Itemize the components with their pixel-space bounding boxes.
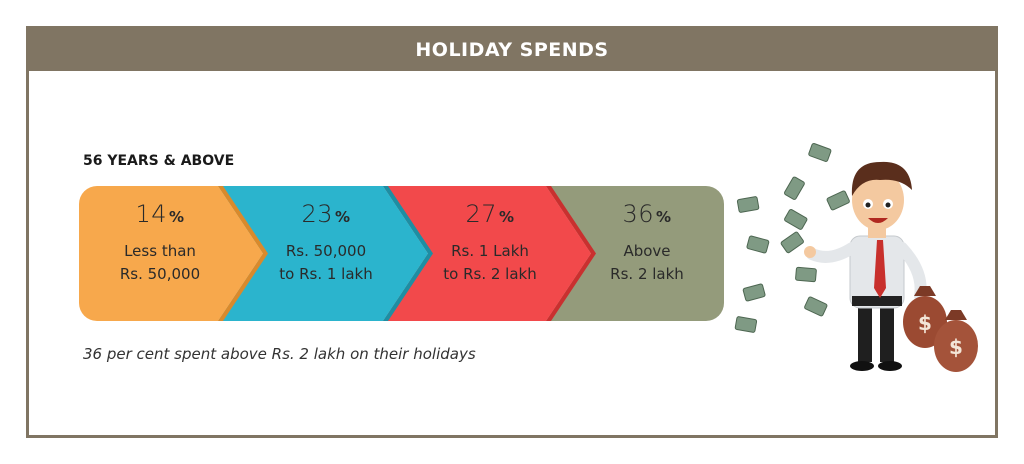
segment-percent: 23% [256, 200, 396, 228]
range-line-1: Less than [124, 242, 196, 260]
segment-label-2: 23% Rs. 50,000 to Rs. 1 lakh [256, 200, 396, 286]
percent-symbol: % [169, 208, 185, 226]
segment-range-label: Less than Rs. 50,000 [90, 240, 230, 286]
range-line-1: Rs. 50,000 [285, 242, 367, 260]
bar-segment-4 [546, 186, 724, 321]
percent-symbol: % [656, 208, 672, 226]
range-line-1: Rs. 1 Lakh [451, 242, 529, 260]
segment-label-3: 27% Rs. 1 Lakh to Rs. 2 lakh [420, 200, 560, 286]
segment-range-label: Rs. 50,000 to Rs. 1 lakh [256, 240, 396, 286]
percent-symbol: % [499, 208, 515, 226]
segment-percent: 27% [420, 200, 560, 228]
bar-segment-3 [383, 186, 591, 321]
segment-label-1: 14% Less than Rs. 50,000 [90, 200, 230, 286]
svg-text:$: $ [949, 335, 963, 359]
percent-value: 14 [135, 200, 167, 228]
money-bag-icon: $ $ [903, 286, 978, 372]
segment-range-label: Above Rs. 2 lakh [577, 240, 717, 286]
percent-value: 36 [622, 200, 654, 228]
percent-value: 23 [301, 200, 333, 228]
businessman-illustration: $ $ [734, 143, 978, 372]
svg-text:$: $ [918, 311, 932, 335]
bar-segment-2 [218, 186, 428, 321]
range-line-2: Rs. 2 lakh [610, 265, 684, 283]
header-bar: HOLIDAY SPENDS [29, 29, 995, 71]
percent-symbol: % [335, 208, 351, 226]
range-line-1: Above [623, 242, 671, 260]
range-line-2: to Rs. 2 lakh [443, 265, 537, 283]
segment-range-label: Rs. 1 Lakh to Rs. 2 lakh [420, 240, 560, 286]
header-title: HOLIDAY SPENDS [415, 39, 609, 61]
flying-money-icon [734, 143, 850, 333]
percent-value: 27 [465, 200, 497, 228]
range-line-2: Rs. 50,000 [119, 265, 201, 283]
segment-percent: 14% [90, 200, 230, 228]
chart-caption: 36 per cent spent above Rs. 2 lakh on th… [83, 345, 476, 363]
range-line-2: to Rs. 1 lakh [279, 265, 373, 283]
segment-label-4: 36% Above Rs. 2 lakh [577, 200, 717, 286]
bar-segment-1 [79, 186, 263, 321]
segment-percent: 36% [577, 200, 717, 228]
age-group-label: 56 YEARS & ABOVE [83, 153, 235, 169]
